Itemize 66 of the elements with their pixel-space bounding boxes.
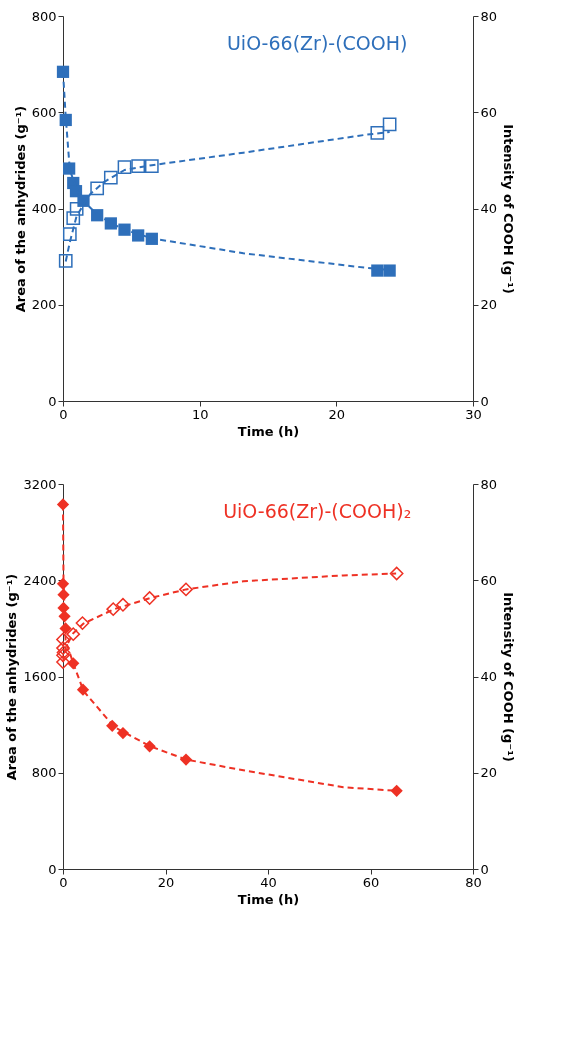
x-tick-label: 0 [59, 874, 68, 890]
y-tick-label: 0 [48, 393, 57, 409]
y2-tick-label: 80 [480, 8, 498, 24]
x-tick-label: 0 [59, 406, 68, 422]
y-tick-label: 200 [31, 297, 57, 313]
y-tick-label: 600 [31, 104, 57, 120]
point [371, 264, 384, 277]
y2-tick-label: 60 [480, 572, 498, 588]
point [179, 582, 193, 597]
point [103, 170, 118, 185]
point [117, 160, 132, 174]
y-tick-label: 800 [31, 8, 57, 24]
x-tick-label: 80 [465, 874, 482, 890]
x-axis-title: Time (h) [237, 423, 300, 439]
point [144, 159, 159, 174]
y-axis-title: Area of the anhydrides (g⁻¹) [12, 105, 28, 313]
y2-tick-label: 0 [480, 393, 489, 409]
y-tick-label: 2400 [23, 572, 57, 588]
y2-tick-label: 20 [480, 765, 498, 781]
point [75, 616, 90, 630]
point [58, 254, 73, 268]
point [66, 211, 81, 225]
point [132, 229, 145, 242]
y2-tick-label: 0 [480, 861, 489, 877]
point [62, 227, 77, 241]
y2-tick-label: 80 [480, 476, 498, 492]
text: UiO-66(Zr)-(COOH) [226, 32, 408, 54]
point [390, 784, 403, 797]
y2-tick-label: 60 [480, 104, 498, 120]
point [63, 162, 76, 175]
point [116, 597, 130, 612]
x-tick-label: 20 [328, 406, 346, 422]
x-tick-label: 20 [157, 874, 175, 890]
y2-tick-label: 40 [480, 201, 498, 216]
x-tick-label: 30 [465, 406, 482, 422]
point [370, 126, 385, 140]
y2-tick-label: 40 [480, 669, 498, 684]
x-tick-label: 10 [191, 406, 209, 422]
point [389, 566, 404, 581]
point [56, 632, 70, 647]
text: UiO-66(Zr)-(COOH)₂ [223, 500, 412, 522]
y2-axis-title: Intensity of COOH (g⁻¹) [501, 124, 517, 294]
point [106, 602, 121, 616]
point [382, 117, 397, 132]
y-tick-label: 400 [31, 201, 57, 216]
x-axis-title: Time (h) [237, 891, 300, 907]
point [69, 202, 84, 216]
point [104, 217, 117, 230]
point [66, 627, 81, 642]
point [118, 223, 131, 236]
point [90, 181, 105, 196]
point [56, 641, 70, 655]
point [142, 591, 157, 605]
y-tick-label: 0 [48, 861, 57, 877]
point [131, 159, 146, 174]
point [116, 726, 130, 740]
point [56, 655, 70, 669]
y-axis-title: Area of the anhydrides (g⁻¹) [4, 573, 20, 781]
y2-axis-title: Intensity of COOH (g⁻¹) [501, 592, 517, 762]
y-tick-label: 3200 [23, 476, 57, 492]
x-tick-label: 40 [260, 874, 277, 890]
y-tick-label: 800 [31, 765, 57, 781]
y-tick-label: 1600 [23, 669, 57, 684]
y2-tick-label: 20 [480, 297, 498, 313]
point [383, 264, 396, 277]
x-tick-label: 60 [362, 874, 380, 890]
